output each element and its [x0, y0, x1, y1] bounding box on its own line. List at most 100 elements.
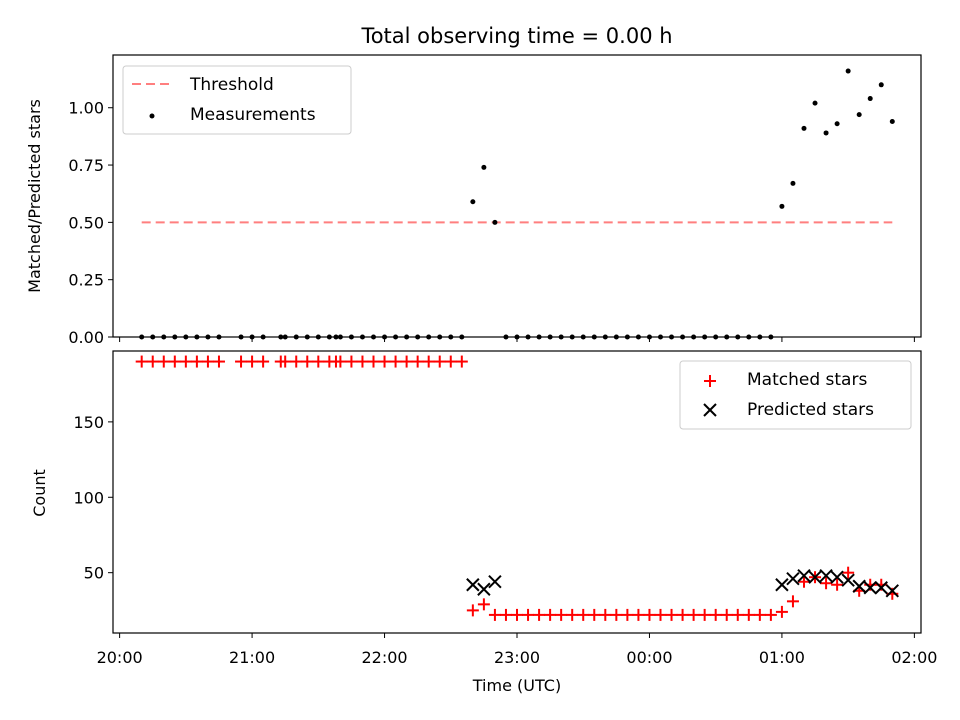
measurement-point — [823, 130, 829, 136]
predicted-point — [477, 582, 491, 596]
legend-predicted-label: Predicted stars — [747, 400, 874, 420]
matched-point — [599, 608, 612, 621]
matched-point — [720, 608, 733, 621]
measurement-point — [889, 118, 895, 124]
top-x-ticks — [119, 337, 915, 342]
x-tick-label: 21:00 — [229, 648, 275, 667]
bottom-y-tick-label: 50 — [84, 564, 104, 583]
matched-point — [312, 355, 325, 368]
predicted-point — [852, 579, 866, 593]
bottom-y-tick-label: 150 — [73, 413, 104, 432]
matched-point — [555, 608, 568, 621]
matched-point — [389, 355, 402, 368]
matched-point — [831, 578, 844, 591]
matched-point — [201, 355, 214, 368]
matched-point — [797, 575, 810, 588]
matched-point — [775, 605, 788, 618]
matched-point — [301, 355, 314, 368]
matched-point — [235, 355, 248, 368]
matched-point — [400, 355, 413, 368]
matched-point — [687, 608, 700, 621]
predicted-point — [885, 584, 900, 598]
matched-point — [444, 355, 457, 368]
measurement-point — [492, 219, 498, 225]
matched-point — [820, 577, 833, 590]
bottom-y-axis-label: Count — [30, 469, 49, 517]
measurement-point — [470, 199, 476, 205]
matched-point — [742, 608, 755, 621]
matched-point — [334, 355, 347, 368]
ratio-panel: 0.00 0.25 0.50 0.75 1.00 Matched/Predicted s… — [25, 54, 922, 347]
matched-point — [455, 355, 468, 368]
predicted-point — [488, 575, 502, 589]
predicted-point — [874, 581, 888, 595]
bottom-x-axis: 20:00 21:00 22:00 23:00 00:00 01:00 02:00 — [97, 633, 937, 667]
predicted-point — [775, 578, 789, 592]
predicted-point — [808, 570, 822, 584]
predicted-point — [819, 568, 833, 583]
measurement-point — [481, 164, 487, 170]
x-tick-label: 00:00 — [626, 648, 672, 667]
predicted-point — [863, 581, 877, 595]
matched-point — [146, 355, 159, 368]
matched-point — [466, 604, 479, 617]
matched-point — [499, 608, 512, 621]
matched-point — [433, 355, 446, 368]
chart-title: Total observing time = 0.00 h — [360, 24, 672, 48]
matched-point — [533, 608, 546, 621]
matched-point — [676, 608, 689, 621]
matched-point — [665, 608, 678, 621]
matched-point — [654, 608, 667, 621]
matched-point — [135, 355, 148, 368]
matched-point — [477, 598, 490, 611]
predicted-point — [786, 572, 800, 586]
matched-point — [566, 608, 579, 621]
matched-point — [522, 608, 535, 621]
x-tick-label: 22:00 — [361, 648, 407, 667]
predicted-point — [466, 578, 480, 592]
matched-point — [190, 355, 203, 368]
matched-point — [698, 608, 711, 621]
measurement-point — [845, 68, 851, 74]
matched-point — [643, 608, 656, 621]
legend-matched-label: Matched stars — [747, 370, 867, 390]
legend-measurements-label: Measurements — [190, 105, 316, 125]
matched-point — [212, 355, 225, 368]
x-tick-label: 02:00 — [891, 648, 937, 667]
measurement-point — [779, 203, 785, 209]
matched-point — [488, 608, 501, 621]
measurement-point — [801, 125, 807, 131]
matched-point — [764, 608, 777, 621]
count-panel: 50 100 150 20:00 21:00 22:00 23:00 00:00 01:00 0… — [30, 350, 937, 695]
measurement-point — [867, 96, 873, 102]
bottom-y-axis: 50 100 150 — [73, 413, 113, 583]
legend-predicted-swatch — [703, 403, 717, 417]
matched-point — [411, 355, 424, 368]
matched-point — [279, 355, 292, 368]
measurement-point — [856, 112, 862, 118]
x-tick-label: 20:00 — [97, 648, 143, 667]
matched-point — [753, 608, 766, 621]
matched-point — [356, 355, 369, 368]
matched-point — [544, 608, 557, 621]
matched-point — [511, 608, 523, 621]
matched-point — [842, 566, 855, 579]
top-legend: Threshold Measurements — [122, 65, 352, 135]
measurement-point — [878, 82, 884, 88]
measurement-point — [790, 180, 796, 186]
matched-point — [709, 608, 722, 621]
bottom-y-tick-label: 100 — [73, 488, 104, 507]
matched-point — [378, 355, 391, 368]
matched-point — [588, 608, 601, 621]
matched-point — [577, 608, 590, 621]
matched-point — [621, 608, 634, 621]
matched-point — [168, 355, 181, 368]
matched-point — [345, 355, 358, 368]
matched-point — [422, 355, 435, 368]
bottom-legend-frame — [679, 360, 912, 430]
matched-point — [786, 595, 799, 608]
legend-measurements-swatch — [149, 113, 155, 119]
top-y-axis-label: Matched/Predicted stars — [25, 99, 44, 293]
matched-point — [290, 355, 303, 368]
